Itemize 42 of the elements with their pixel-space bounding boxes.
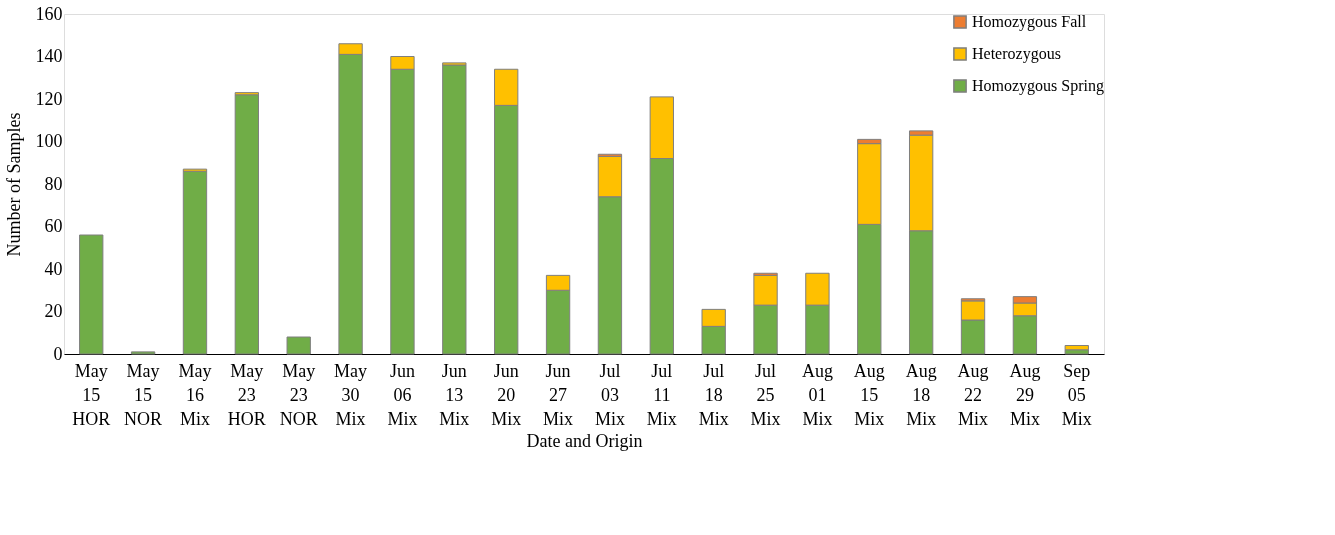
x-tick-label: Aug 01 Mix [801, 360, 833, 429]
y-tick-label: 60 [44, 216, 63, 236]
x-tick-label: Jun 20 Mix [491, 360, 522, 429]
y-axis-title: Number of Samples [3, 112, 24, 257]
x-tick-label: May 15 NOR [124, 360, 163, 429]
y-tick-label: 0 [53, 343, 63, 364]
x-tick-label: Aug 18 Mix [905, 360, 937, 429]
x-tick-label: Aug 29 Mix [1009, 360, 1041, 429]
x-tick-label: May 16 Mix [178, 360, 212, 429]
bar [1064, 345, 1089, 351]
x-tick-label: May 23 HOR [227, 360, 266, 429]
y-tick-label: 120 [35, 88, 63, 109]
bar [234, 94, 260, 355]
bar [1064, 349, 1089, 355]
bar [130, 351, 156, 355]
bar [79, 234, 104, 355]
y-tick-label: 80 [44, 173, 63, 194]
x-tick-label: May 15 HOR [72, 360, 111, 429]
x-tick-label: Aug 22 Mix [957, 360, 989, 429]
y-tick-label: 20 [44, 301, 63, 321]
x-tick-label: Jul 25 Mix [750, 360, 781, 429]
y-tick-label: 100 [35, 131, 63, 151]
x-tick-label: Jun 13 Mix [439, 360, 470, 429]
y-tick-label: 140 [35, 46, 63, 66]
x-tick-label: May 23 NOR [279, 360, 318, 429]
y-tick-label: 40 [44, 258, 63, 279]
x-tick-label: Aug 15 Mix [853, 360, 885, 429]
legend-label: Heterozygous [972, 45, 1061, 63]
bar [442, 64, 467, 355]
x-tick-label: Jun 27 Mix [543, 360, 574, 429]
x-tick-label: May 30 Mix [334, 360, 368, 429]
bar [286, 336, 311, 355]
x-tick-label: Jul 18 Mix [698, 360, 729, 429]
x-tick-label: Sep 05 Mix [1061, 360, 1092, 429]
legend-label: Homozygous Spring [972, 77, 1104, 95]
x-tick-label: Jun 06 Mix [387, 360, 418, 429]
y-tick-label: 160 [35, 3, 63, 24]
legend-label: Homozygous Fall [972, 13, 1087, 31]
x-tick-label: Jul 03 Mix [594, 360, 625, 429]
bar [182, 170, 208, 355]
x-tick-label: Jul 11 Mix [646, 360, 677, 429]
x-axis-title: Date and Origin [526, 430, 643, 451]
